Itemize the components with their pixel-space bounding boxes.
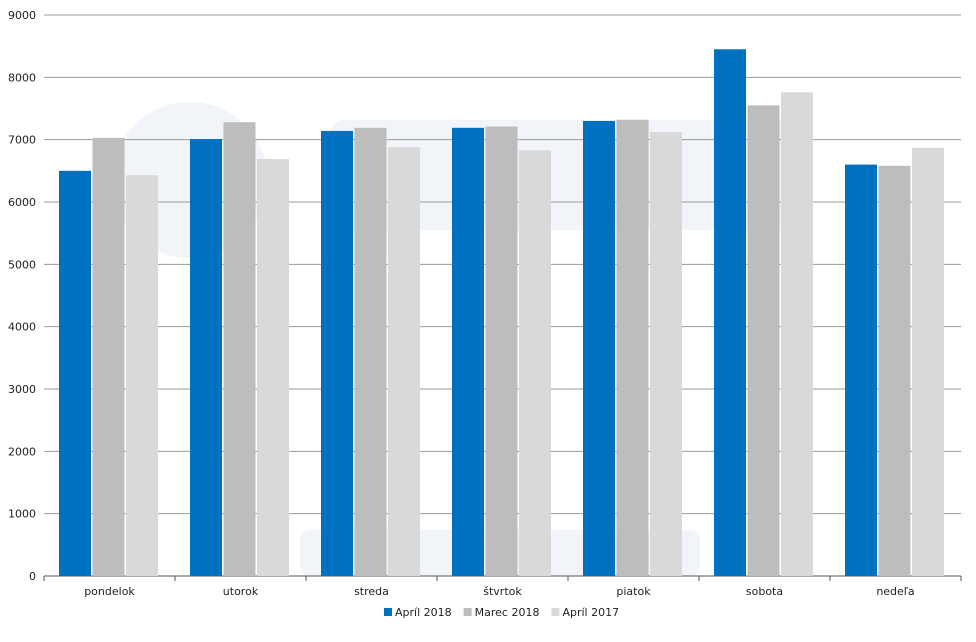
y-tick-label: 3000 xyxy=(8,383,36,396)
x-axis: pondelok utorok streda štvrtok piatok sobota n… xyxy=(43,576,962,598)
y-tick-label: 5000 xyxy=(8,258,36,271)
bar xyxy=(59,170,91,577)
bar xyxy=(223,122,256,577)
legend-swatch xyxy=(551,608,560,616)
legend-label: Apríl 2017 xyxy=(562,606,619,619)
bar xyxy=(845,164,877,576)
legend-swatch xyxy=(384,608,392,616)
legend-item[interactable]: Apríl 2018 xyxy=(384,606,452,619)
bar xyxy=(388,147,420,576)
bar-group xyxy=(845,147,944,576)
legend-item[interactable]: Marec 2018 xyxy=(463,606,540,619)
bar xyxy=(616,119,649,576)
y-tick-label: 0 xyxy=(29,570,36,583)
y-axis-ticks: 0 1000 2000 3000 4000 5000 6000 7000 8000 9000 xyxy=(8,9,36,583)
bar xyxy=(126,175,158,577)
legend-item[interactable]: Apríl 2017 xyxy=(551,606,619,619)
y-tick-label: 2000 xyxy=(8,445,36,458)
legend: Apríl 2018 Marec 2018 Apríl 2017 xyxy=(384,606,619,619)
bar xyxy=(912,147,944,576)
x-tick-label: štvrtok xyxy=(483,585,522,598)
bars xyxy=(59,49,944,577)
bar-group xyxy=(452,126,551,577)
y-tick-label: 7000 xyxy=(8,134,36,147)
x-tick-label: nedeľa xyxy=(876,585,914,598)
bar xyxy=(452,127,484,576)
y-tick-label: 4000 xyxy=(8,321,36,334)
bar-group xyxy=(321,127,420,576)
y-tick-label: 8000 xyxy=(8,71,36,84)
y-tick-label: 9000 xyxy=(8,9,36,22)
bar xyxy=(190,139,222,576)
bar-group xyxy=(583,119,682,577)
legend-label: Marec 2018 xyxy=(475,606,540,619)
bar xyxy=(354,127,387,576)
legend-label: Apríl 2018 xyxy=(395,606,452,619)
bar xyxy=(92,137,125,576)
y-tick-label: 6000 xyxy=(8,196,36,209)
x-tick-label: streda xyxy=(354,585,389,598)
bar xyxy=(257,158,289,577)
bar xyxy=(650,132,682,577)
bar-group xyxy=(59,137,158,577)
legend-swatch xyxy=(463,608,472,616)
bar xyxy=(485,126,518,577)
bar xyxy=(519,150,551,576)
y-tick-label: 1000 xyxy=(8,508,36,521)
bar xyxy=(878,165,911,576)
bar xyxy=(747,105,780,576)
x-tick-label: sobota xyxy=(746,585,783,598)
x-tick-label: pondelok xyxy=(84,585,135,598)
x-tick-label: utorok xyxy=(223,585,259,598)
bar xyxy=(583,120,615,576)
bar xyxy=(714,49,746,577)
bar xyxy=(321,130,353,576)
x-tick-label: piatok xyxy=(616,585,651,598)
bar xyxy=(781,92,813,576)
bar-group xyxy=(190,122,289,577)
bar-group xyxy=(714,49,813,577)
